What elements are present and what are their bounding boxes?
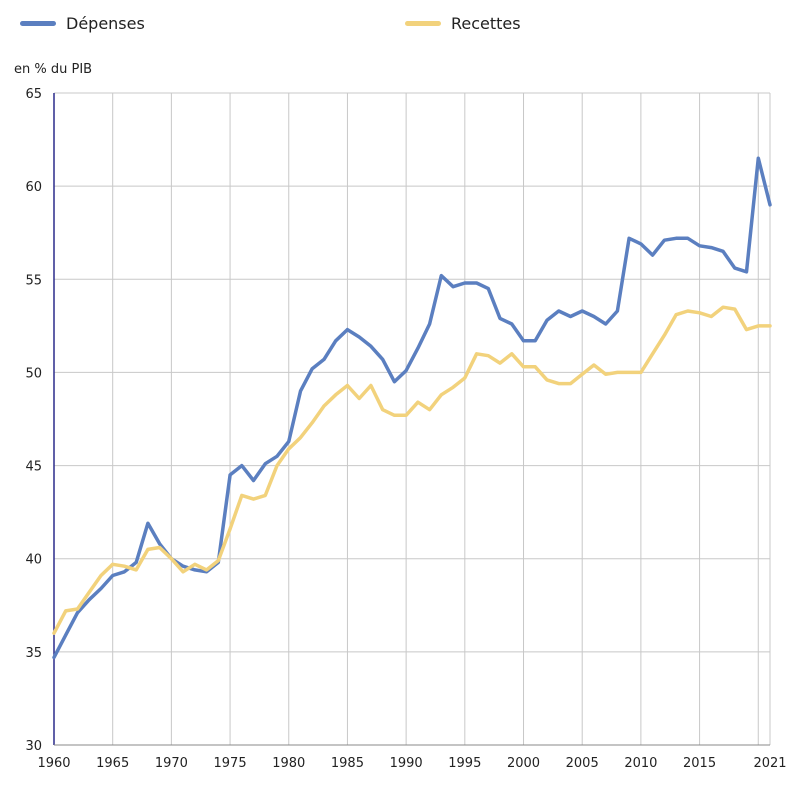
legend-item-recettes[interactable]: Recettes xyxy=(405,14,521,33)
x-tick-label: 1970 xyxy=(155,756,188,771)
tick-label-layer: 30 35 40 45 50 55 60 65 1960 1965 1970 1975 1980 1985… xyxy=(25,87,786,771)
x-tick-label: 2021 xyxy=(753,756,786,771)
x-tick-label: 2015 xyxy=(683,756,716,771)
y-tick-label: 60 xyxy=(25,180,42,195)
x-tick-label: 1995 xyxy=(448,756,481,771)
y-tick-label: 45 xyxy=(25,460,42,475)
y-tick-label: 40 xyxy=(25,553,42,568)
x-tick-label: 2000 xyxy=(507,756,540,771)
y-tick-label: 35 xyxy=(25,646,42,661)
legend: Dépenses Recettes xyxy=(0,14,800,40)
legend-swatch-recettes xyxy=(405,21,441,26)
legend-swatch-depenses xyxy=(20,21,56,26)
legend-label-recettes: Recettes xyxy=(451,14,521,33)
x-tick-label: 1975 xyxy=(214,756,247,771)
y-tick-label: 65 xyxy=(25,87,42,102)
x-tick-label: 1990 xyxy=(390,756,423,771)
x-tick-label: 1965 xyxy=(96,756,129,771)
series-layer xyxy=(52,156,772,660)
y-tick-label: 30 xyxy=(25,739,42,754)
y-tick-label: 50 xyxy=(25,366,42,381)
y-axis-unit-label: en % du PIB xyxy=(14,62,93,77)
x-tick-label: 1960 xyxy=(37,756,70,771)
axis-layer xyxy=(53,93,770,746)
legend-item-depenses[interactable]: Dépenses xyxy=(20,14,145,33)
series-line-recettes[interactable] xyxy=(52,305,772,635)
x-tick-label: 1980 xyxy=(272,756,305,771)
legend-label-depenses: Dépenses xyxy=(66,14,145,33)
grid-layer xyxy=(54,92,771,745)
x-tick-label: 2010 xyxy=(624,756,657,771)
y-tick-label: 55 xyxy=(25,273,42,288)
x-tick-label: 1985 xyxy=(331,756,364,771)
x-tick-label: 2005 xyxy=(566,756,599,771)
